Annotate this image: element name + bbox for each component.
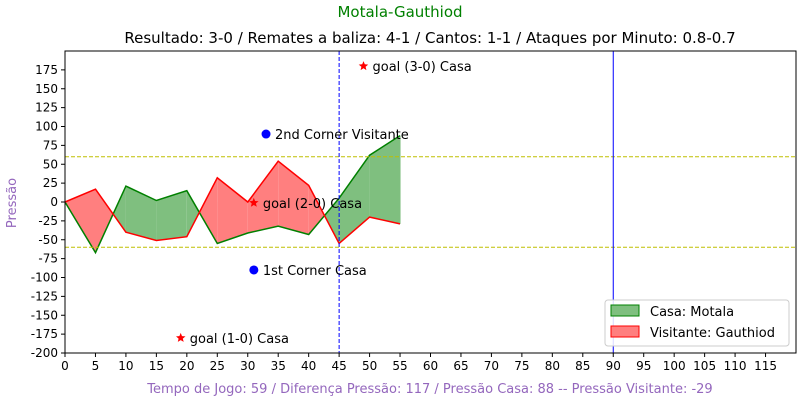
away-pressure-fill bbox=[217, 177, 248, 244]
y-tick-label: -75 bbox=[38, 252, 58, 266]
x-tick-label: 95 bbox=[636, 359, 651, 373]
x-tick-label: 10 bbox=[118, 359, 133, 373]
x-tick-label: 65 bbox=[453, 359, 468, 373]
x-tick-label: 5 bbox=[92, 359, 100, 373]
y-tick-label: -175 bbox=[31, 327, 58, 341]
x-tick-label: 15 bbox=[149, 359, 164, 373]
x-tick-label: 100 bbox=[663, 359, 686, 373]
away-pressure-fill bbox=[199, 177, 218, 244]
y-tick-label: -25 bbox=[38, 214, 58, 228]
corner-marker bbox=[249, 265, 259, 275]
y-axis-label: Pressão bbox=[5, 178, 20, 228]
x-tick-label: 90 bbox=[606, 359, 621, 373]
home-pressure-fill bbox=[186, 190, 200, 237]
x-tick-label: 35 bbox=[271, 359, 286, 373]
y-tick-label: -100 bbox=[31, 271, 58, 285]
event-annotation: goal (1-0) Casa bbox=[190, 332, 289, 347]
plot-area: goal (3-0) Casa 2nd Corner Visitante goal … bbox=[64, 51, 796, 353]
away-pressure-fill bbox=[65, 189, 96, 253]
away-pressure-fill bbox=[247, 161, 279, 233]
y-tick-label: 150 bbox=[35, 82, 58, 96]
x-tick-label: 40 bbox=[301, 359, 316, 373]
event-annotation: 2nd Corner Visitante bbox=[275, 128, 409, 143]
y-tick-label: -125 bbox=[31, 289, 58, 303]
x-tick-label: 105 bbox=[693, 359, 716, 373]
y-tick-label: 100 bbox=[35, 120, 58, 134]
x-tick-label: 50 bbox=[362, 359, 377, 373]
away-pressure-fill bbox=[95, 189, 114, 253]
home-pressure-fill bbox=[113, 186, 126, 233]
y-tick-label: 175 bbox=[35, 63, 58, 77]
x-tick-label: 85 bbox=[575, 359, 590, 373]
x-tick-label: 45 bbox=[331, 359, 346, 373]
home-pressure-fill bbox=[324, 198, 340, 244]
y-tick-label: 125 bbox=[35, 101, 58, 115]
x-tick-label: 110 bbox=[724, 359, 747, 373]
x-tick-label: 80 bbox=[545, 359, 560, 373]
home-pressure-fill bbox=[339, 155, 370, 244]
home-pressure-fill bbox=[369, 135, 400, 224]
corner-marker bbox=[261, 129, 271, 139]
x-tick-label: 0 bbox=[61, 359, 69, 373]
away-pressure-fill bbox=[308, 185, 325, 235]
legend-swatch-away bbox=[610, 325, 640, 338]
goal-marker bbox=[249, 197, 259, 207]
y-tick-label: 50 bbox=[43, 157, 58, 171]
y-tick-label: 75 bbox=[43, 138, 58, 152]
legend-box bbox=[604, 299, 790, 347]
goal-marker bbox=[176, 332, 186, 342]
y-tick-label: 25 bbox=[43, 176, 58, 190]
home-pressure-line bbox=[64, 134, 401, 255]
x-tick-label: 20 bbox=[179, 359, 194, 373]
x-tick-label: 30 bbox=[240, 359, 255, 373]
x-tick-label: 60 bbox=[423, 359, 438, 373]
goal-marker bbox=[358, 61, 369, 71]
event-annotation: goal (2-0) Casa bbox=[263, 197, 362, 212]
home-pressure-fill bbox=[156, 190, 187, 241]
y-tick-label: 0 bbox=[50, 195, 58, 209]
y-tick-label: -200 bbox=[31, 346, 58, 360]
x-tick-label: 70 bbox=[484, 359, 499, 373]
event-annotation: 1st Corner Casa bbox=[263, 264, 367, 279]
x-axis-label: Tempo de Jogo: 59 / Diferença Pressão: 1… bbox=[146, 382, 712, 397]
legend-label-home: Casa: Motala bbox=[650, 305, 734, 320]
legend-swatch-home bbox=[610, 304, 640, 317]
legend: Casa: Motala Visitante: Gauthiod bbox=[604, 299, 790, 347]
chart-subtitle: Resultado: 3-0 / Remates a baliza: 4-1 /… bbox=[124, 29, 735, 47]
y-tick-label: -150 bbox=[31, 308, 58, 322]
away-pressure-line bbox=[64, 160, 401, 245]
axis-ticks: 0 5 10 15 20 25 30 35 40 45 50 55 60 65 70 75 80 85 90 95 10… bbox=[31, 63, 777, 373]
y-tick-label: -50 bbox=[38, 233, 58, 247]
x-tick-label: 25 bbox=[210, 359, 225, 373]
x-tick-label: 75 bbox=[514, 359, 529, 373]
x-tick-label: 115 bbox=[754, 359, 777, 373]
chart-title: Motala-Gauthiod bbox=[337, 3, 462, 21]
home-pressure-fill bbox=[125, 186, 157, 241]
legend-label-away: Visitante: Gauthiod bbox=[650, 326, 775, 341]
x-tick-label: 55 bbox=[392, 359, 407, 373]
event-annotation: goal (3-0) Casa bbox=[372, 60, 471, 75]
